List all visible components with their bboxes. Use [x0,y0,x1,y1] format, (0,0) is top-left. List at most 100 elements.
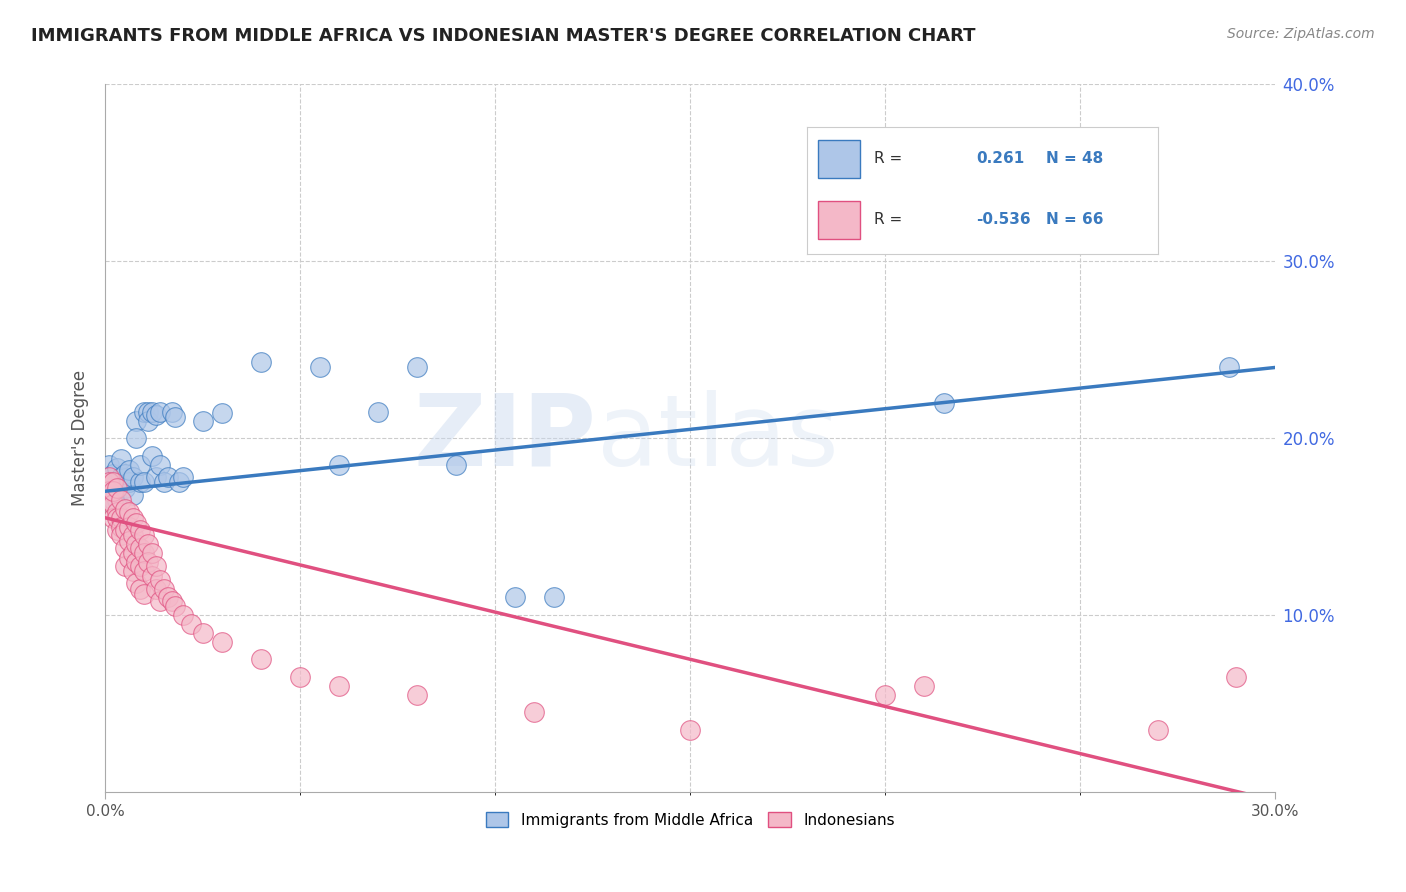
Point [105,475,128,490]
Point [114,467,136,481]
Point [134,546,156,560]
Point [141,405,163,419]
Point [117,519,139,533]
Point [105,493,128,508]
Point [250,652,273,666]
Point [328,458,350,472]
Point [1218,360,1240,375]
Point [101,475,124,490]
Point [121,546,143,560]
Point [134,528,156,542]
Point [169,475,191,490]
Point [117,475,139,490]
Point [114,502,136,516]
Point [125,537,148,551]
Point [125,516,148,530]
Point [191,413,214,427]
Point [134,587,156,601]
Point [117,506,139,520]
Point [160,405,183,419]
Point [129,558,152,573]
Point [141,449,163,463]
Point [125,576,148,591]
Point [136,413,159,427]
Point [98,470,121,484]
Point [105,523,128,537]
Point [145,582,167,596]
Point [105,506,128,520]
Point [152,475,174,490]
Point [1147,723,1170,737]
Point [134,405,156,419]
Point [165,599,187,614]
Y-axis label: Master's Degree: Master's Degree [72,370,89,507]
Point [932,396,955,410]
Point [98,493,121,508]
Point [101,497,124,511]
Point [101,484,124,499]
Point [180,616,202,631]
Point [110,493,132,508]
Point [134,564,156,578]
Point [308,360,330,375]
Point [679,723,702,737]
Point [125,431,148,445]
Point [543,591,565,605]
Point [121,510,143,524]
Point [141,569,163,583]
Point [172,470,194,484]
Point [105,510,128,524]
Point [110,510,132,524]
Point [160,594,183,608]
Point [406,360,429,375]
Point [98,484,121,499]
Point [172,608,194,623]
Point [98,475,121,490]
Point [114,558,136,573]
Point [149,573,172,587]
Point [125,413,148,427]
Text: IMMIGRANTS FROM MIDDLE AFRICA VS INDONESIAN MASTER'S DEGREE CORRELATION CHART: IMMIGRANTS FROM MIDDLE AFRICA VS INDONES… [31,27,976,45]
Point [121,488,143,502]
Point [121,470,143,484]
Point [114,481,136,495]
Point [211,634,233,648]
Point [121,528,143,542]
Point [101,467,124,481]
Point [152,582,174,596]
Legend: Immigrants from Middle Africa, Indonesians: Immigrants from Middle Africa, Indonesia… [479,805,901,834]
Point [105,481,128,495]
Point [141,546,163,560]
Point [145,470,167,484]
Point [117,551,139,566]
Point [136,405,159,419]
Point [125,555,148,569]
Point [444,458,467,472]
Point [406,688,429,702]
Point [290,670,312,684]
Point [145,558,167,573]
Point [149,594,172,608]
Point [110,470,132,484]
Point [117,533,139,548]
Text: Source: ZipAtlas.com: Source: ZipAtlas.com [1227,27,1375,41]
Point [523,706,546,720]
Point [1225,670,1247,684]
Point [117,463,139,477]
Point [875,688,897,702]
Point [250,355,273,369]
Point [156,470,179,484]
Point [191,625,214,640]
Point [101,510,124,524]
Point [129,475,152,490]
Point [165,409,187,424]
Point [136,537,159,551]
Point [149,405,172,419]
Point [121,564,143,578]
Point [110,452,132,467]
Point [145,408,167,422]
Point [134,475,156,490]
Point [98,475,121,490]
Point [136,555,159,569]
Point [101,484,124,499]
